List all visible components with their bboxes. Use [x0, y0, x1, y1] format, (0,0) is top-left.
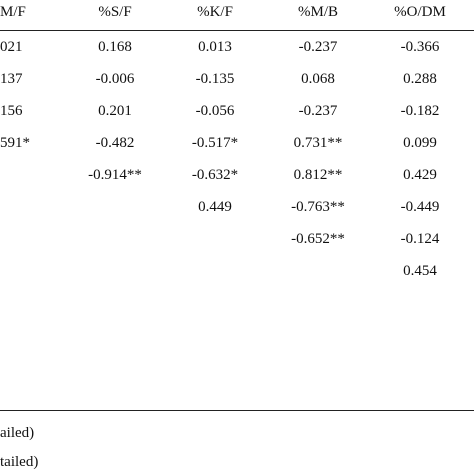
table-cell: -0.056: [195, 103, 235, 119]
table-cell: 0.454: [403, 263, 437, 279]
table-cell: 137: [0, 71, 23, 87]
column-header: %O/DM: [394, 4, 446, 20]
table-cell: 0.449: [198, 199, 232, 215]
table-cell: -0.914**: [88, 167, 142, 183]
column-header: %K/F: [197, 4, 233, 20]
table-cell: 0.288: [403, 71, 437, 87]
table-cell: -0.006: [95, 71, 135, 87]
table-cell: 0.429: [403, 167, 437, 183]
table-cell: 0.099: [403, 135, 437, 151]
column-header: %S/F: [98, 4, 132, 20]
table-cell: 0.168: [98, 39, 132, 55]
table-cell: 0.731**: [293, 135, 343, 151]
header-rule: [0, 30, 474, 31]
table-cell: -0.124: [400, 231, 440, 247]
table-cell: -0.482: [95, 135, 135, 151]
column-header: M/F: [0, 4, 26, 20]
table-cell: -0.182: [400, 103, 440, 119]
column-header: %M/B: [297, 4, 339, 20]
table-cell: -0.366: [400, 39, 440, 55]
table-cell: 0.201: [98, 103, 132, 119]
table-cell: -0.652**: [291, 231, 345, 247]
table-cell: -0.135: [195, 71, 235, 87]
table-cell: -0.237: [298, 39, 338, 55]
table-cell: 0.013: [198, 39, 232, 55]
footnote: ailed): [0, 425, 35, 441]
table-cell: -0.237: [298, 103, 338, 119]
table-cell: -0.763**: [291, 199, 345, 215]
table-cell: -0.632*: [191, 167, 239, 183]
table-cell: 0.068: [301, 71, 335, 87]
table-cell: 591*: [0, 135, 30, 151]
table-cell: 156: [0, 103, 23, 119]
table-cell: 021: [0, 39, 23, 55]
table-cell: 0.812**: [293, 167, 343, 183]
bottom-rule: [0, 410, 474, 411]
table-cell: -0.517*: [191, 135, 239, 151]
footnote: tailed): [0, 454, 39, 470]
table-cell: -0.449: [400, 199, 440, 215]
